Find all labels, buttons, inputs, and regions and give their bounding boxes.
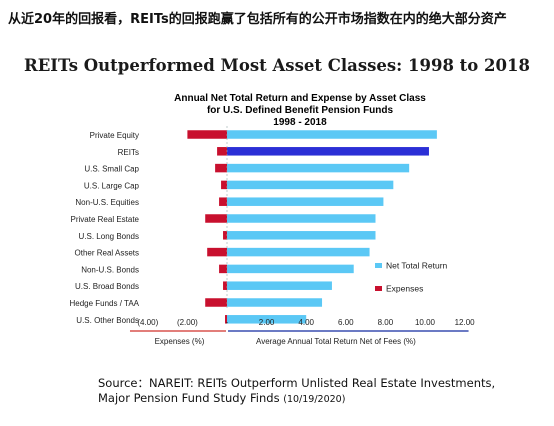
source-line-2: Major Pension Fund Study Finds (10/19/20… (98, 391, 538, 407)
source-note: Source：NAREIT: REITs Outperform Unlisted… (98, 376, 538, 407)
chart-title-line-2: for U.S. Defined Benefit Pension Funds (207, 105, 394, 116)
expense-bar (225, 315, 227, 324)
source-line-2-text: Major Pension Fund Study Finds (98, 391, 280, 405)
category-label: Private Equity (90, 131, 139, 140)
net-return-bar (227, 231, 376, 240)
category-label: U.S. Small Cap (84, 165, 139, 174)
headline: 从近20年的回报看，REITs的回报跑赢了包括所有的公开市场指数在内的绝大部分资… (8, 12, 507, 27)
category-label: Hedge Funds / TAA (69, 299, 139, 308)
net-return-bar (227, 247, 370, 257)
net-return-bar (227, 197, 384, 206)
net-return-bar (227, 214, 376, 223)
expense-bar (223, 281, 227, 290)
slide-title: REITs Outperformed Most Asset Classes: 1… (24, 56, 530, 75)
x-tick-label: 2.00 (259, 318, 275, 327)
x-tick-label: 6.00 (338, 318, 354, 327)
category-label: Other Real Assets (75, 249, 139, 258)
expense-bar (223, 231, 227, 240)
x-axis-label-return: Average Annual Total Return Net of Fees … (256, 337, 416, 346)
category-label: U.S. Broad Bonds (75, 282, 139, 291)
legend-label: Expenses (386, 284, 423, 294)
expense-bar (187, 130, 227, 139)
source-date: (10/19/2020) (283, 394, 346, 405)
x-tick-label: 12.00 (455, 318, 476, 327)
chart-title-line-1: Annual Net Total Return and Expense by A… (174, 93, 426, 104)
expense-bar (219, 197, 227, 206)
net-return-bar (227, 264, 354, 274)
x-tick-label: 8.00 (378, 318, 394, 327)
source-line-1: Source：NAREIT: REITs Outperform Unlisted… (98, 376, 496, 390)
expense-bar (205, 214, 227, 223)
x-tick-label: 4.00 (298, 318, 314, 327)
net-return-bar (227, 298, 323, 307)
legend-swatch (375, 286, 382, 291)
category-label: U.S. Long Bonds (79, 232, 139, 241)
category-label: REITs (118, 148, 139, 157)
expense-bar (205, 298, 227, 307)
x-tick-label: (2.00) (177, 318, 198, 327)
net-return-bar (227, 281, 332, 290)
x-tick-label: - (226, 318, 229, 327)
net-return-bar (227, 163, 410, 173)
net-return-bar (227, 147, 429, 156)
category-label: Private Real Estate (71, 215, 140, 224)
expense-bar (215, 163, 227, 173)
expense-bar (217, 147, 227, 156)
legend-label: Net Total Return (386, 261, 448, 271)
expense-bar (207, 247, 227, 257)
chart-title-line-3: 1998 - 2018 (273, 117, 327, 128)
net-return-bar (227, 130, 437, 139)
category-label: Non-U.S. Equities (75, 198, 139, 207)
category-label: U.S. Other Bonds (76, 316, 139, 325)
category-label: Non-U.S. Bonds (81, 265, 139, 274)
category-label: U.S. Large Cap (84, 181, 140, 190)
x-tick-label: 10.00 (415, 318, 436, 327)
net-return-bar (227, 180, 394, 190)
legend-swatch (375, 263, 382, 268)
expense-bar (219, 264, 227, 274)
expense-bar (221, 180, 227, 190)
x-axis-label-expenses: Expenses (%) (155, 337, 205, 346)
x-tick-label: (4.00) (137, 318, 158, 327)
net-return-bar (227, 315, 307, 324)
